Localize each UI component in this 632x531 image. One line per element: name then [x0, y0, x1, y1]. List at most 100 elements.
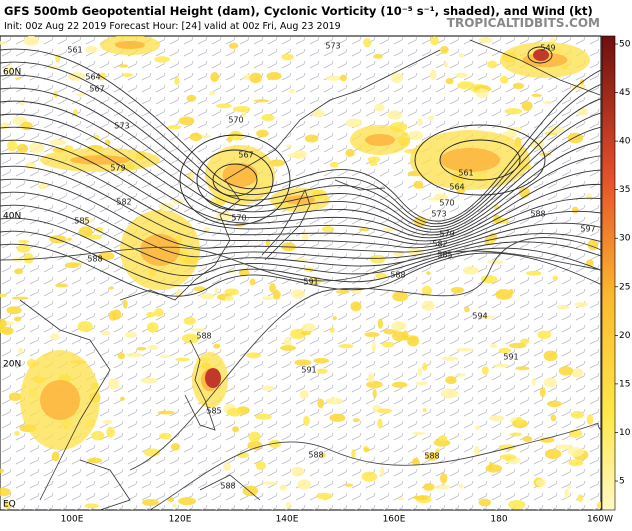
vorticity-shade — [364, 332, 380, 338]
contour-label: 591 — [503, 353, 518, 362]
vorticity-shade — [303, 415, 310, 427]
subtitle: Init: 00z Aug 22 2019 Forecast Hour: [24… — [4, 21, 341, 32]
vorticity-shade — [181, 333, 200, 344]
vorticity-shade — [429, 69, 437, 81]
vorticity-shade — [520, 338, 530, 345]
vorticity-shade — [439, 472, 448, 484]
vorticity-shade — [564, 488, 569, 499]
lon-label: 160E — [383, 515, 406, 525]
vorticity-shade — [381, 341, 395, 348]
contour-label: 588 — [87, 255, 102, 264]
vorticity-shade — [297, 479, 312, 490]
height-contour — [0, 191, 601, 259]
vorticity-shade — [325, 397, 344, 405]
contour-label: 597 — [580, 225, 595, 234]
lon-label: 100E — [61, 515, 84, 525]
vorticity-shade — [223, 461, 231, 471]
vorticity-shade — [391, 381, 408, 388]
vorticity-shade — [203, 226, 211, 232]
height-contour — [439, 139, 521, 181]
vorticity-shade — [358, 228, 370, 232]
vorticity-shade — [304, 134, 319, 143]
contour-label: 573 — [114, 122, 129, 131]
vorticity-shade — [29, 142, 45, 154]
vorticity-shade — [190, 328, 206, 332]
vorticity-shade — [167, 125, 182, 130]
vorticity-shade — [450, 286, 465, 294]
vorticity-shade — [372, 388, 377, 399]
vorticity-shade — [125, 331, 137, 339]
vorticity-shade — [76, 93, 87, 97]
lon-label: 180 — [490, 515, 507, 525]
vorticity-shade — [208, 90, 216, 96]
vorticity-shade — [422, 362, 428, 371]
vorticity-shade — [266, 71, 282, 81]
vorticity-shade — [7, 140, 18, 152]
vorticity-shade — [352, 418, 360, 423]
vorticity-shade — [272, 290, 281, 300]
vorticity-shade — [0, 487, 11, 497]
vorticity-shade — [397, 497, 405, 501]
vorticity-shade — [119, 396, 126, 401]
vorticity-shade — [558, 366, 574, 376]
vorticity-shade — [189, 132, 202, 142]
contour-label: 591 — [303, 278, 318, 287]
vorticity-shade — [504, 455, 511, 462]
vorticity-shade — [417, 117, 423, 126]
vorticity-shade — [78, 226, 93, 238]
colorbar-label: 10 — [619, 428, 631, 438]
vorticity-shade — [547, 400, 562, 408]
vorticity-shade — [576, 107, 589, 116]
vorticity-shade — [154, 56, 170, 63]
vorticity-shade — [23, 36, 40, 46]
vorticity-shade — [540, 437, 555, 443]
vorticity-shade — [294, 258, 309, 262]
vorticity-shade — [500, 75, 509, 84]
vorticity-shade — [38, 182, 48, 190]
vorticity-shade — [269, 159, 285, 167]
vorticity-shade — [462, 266, 479, 275]
vorticity-shade — [350, 301, 362, 312]
vorticity-shade — [228, 42, 239, 49]
map-layer: 5615645675735795825855885705675705735615… — [0, 36, 601, 510]
colorbar — [601, 35, 616, 511]
vorticity-shade — [488, 415, 505, 422]
contour-label: 564 — [85, 73, 100, 82]
colorbar-label: 5 — [619, 477, 625, 487]
vorticity-shade — [566, 485, 572, 489]
vorticity-shade — [159, 354, 171, 358]
vorticity-shade — [488, 461, 493, 471]
contour-label: 594 — [472, 312, 487, 321]
vorticity-shade — [247, 441, 263, 450]
colorbar-label: 45 — [619, 88, 630, 98]
height-contour — [0, 246, 601, 282]
height-contour — [212, 163, 258, 197]
vorticity-shade — [4, 65, 15, 74]
vorticity-shade — [458, 484, 464, 489]
vorticity-shade — [94, 134, 100, 141]
contour-label: 570 — [231, 214, 246, 223]
vorticity-shade — [14, 268, 24, 275]
vorticity-shade — [417, 367, 423, 377]
coastline — [334, 179, 386, 191]
coastline — [184, 339, 216, 431]
vorticity-shade — [391, 321, 406, 331]
coastline — [119, 49, 441, 301]
vorticity-shade — [367, 372, 375, 383]
vorticity-shade — [445, 78, 454, 85]
brand: TROPICALTIDBITS.COM — [447, 16, 600, 30]
contour-label: 567 — [89, 85, 104, 94]
vorticity-shade — [371, 341, 376, 353]
vorticity-shade — [178, 116, 195, 126]
vorticity-shade — [442, 356, 459, 361]
vorticity-shade — [512, 82, 525, 90]
contour-label: 585 — [206, 407, 221, 416]
contour-label: 579 — [439, 230, 454, 239]
vorticity-shade — [440, 148, 500, 172]
vorticity-shade — [224, 295, 234, 302]
vorticity-shade — [100, 330, 111, 336]
vorticity-shade — [1, 326, 14, 336]
vorticity-shade — [104, 139, 111, 146]
lat-label: EQ — [3, 500, 16, 510]
vorticity-shade — [172, 503, 177, 508]
